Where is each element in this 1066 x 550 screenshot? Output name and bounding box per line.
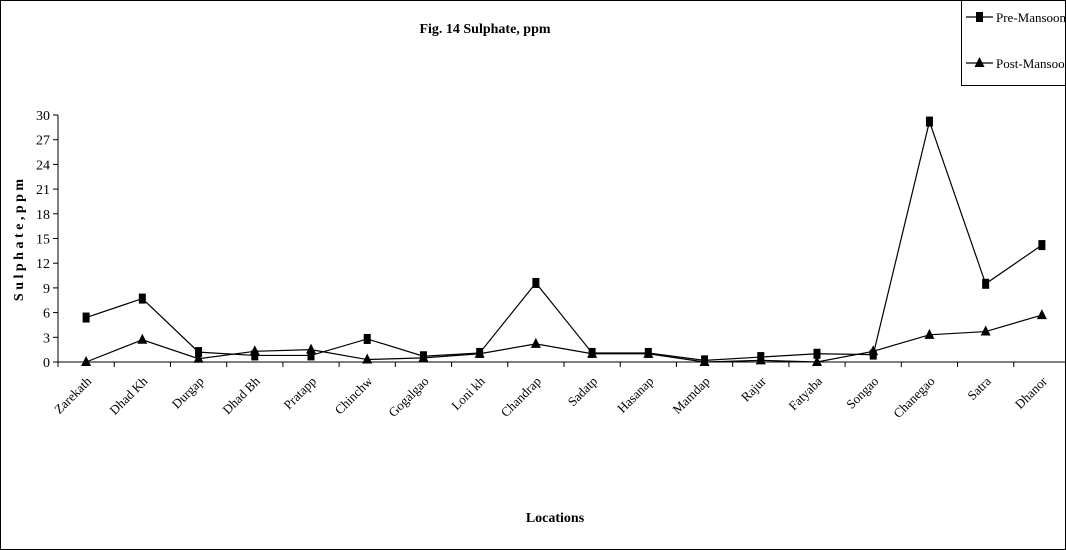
y-tick-label: 30	[36, 109, 50, 124]
y-tick-label: 15	[36, 233, 50, 248]
y-tick-label: 24	[36, 158, 50, 173]
y-tick-label: 6	[43, 307, 50, 322]
y-axis-label: S u l p h a t e , p p m	[12, 179, 27, 301]
data-point-2	[699, 356, 710, 366]
data-point-2	[755, 354, 766, 365]
data-point-2	[1036, 309, 1047, 320]
y-tick-label: 12	[36, 257, 50, 272]
data-point-2	[924, 328, 935, 339]
data-point-2	[362, 353, 373, 364]
data-point-2	[980, 325, 991, 336]
data-point-1	[363, 333, 371, 344]
data-point-2	[81, 356, 92, 366]
data-point-1	[307, 350, 315, 361]
y-tick-label: 18	[36, 208, 50, 223]
data-point-2	[474, 347, 485, 358]
data-point-2	[530, 337, 541, 348]
data-point-2	[868, 345, 879, 356]
data-point-2	[418, 351, 429, 362]
legend-marker	[976, 12, 983, 22]
data-point-2	[587, 347, 598, 358]
data-point-1	[195, 347, 203, 358]
data-point-2	[193, 352, 204, 363]
series-line-2	[85, 314, 1043, 363]
data-point-2	[137, 333, 148, 344]
y-tick-label: 0	[43, 356, 50, 371]
data-point-2	[249, 345, 260, 356]
legend-label: Post-Mansoon	[996, 56, 1066, 71]
legend-marker	[974, 57, 985, 67]
legend-label: Pre-Mansoon	[996, 10, 1066, 25]
y-tick-label: 21	[36, 183, 50, 198]
data-point-2	[643, 347, 654, 358]
y-tick-label: 27	[36, 134, 50, 149]
chart-title: Fig. 14 Sulphate, ppm	[419, 22, 550, 37]
y-tick-label: 9	[43, 282, 50, 297]
data-point-2	[306, 343, 316, 354]
data-point-1	[251, 350, 259, 361]
data-point-1	[982, 278, 990, 289]
legend: Pre-Mansoon Post-Mansoon	[961, 0, 1066, 86]
data-point-1	[82, 312, 90, 323]
data-point-1	[813, 348, 821, 359]
data-point-1	[138, 293, 146, 304]
data-point-1	[1038, 240, 1046, 251]
series-line-1	[85, 119, 1043, 361]
data-point-1	[532, 277, 540, 288]
y-tick-label: 3	[43, 331, 50, 346]
data-point-2	[812, 356, 822, 366]
data-point-1	[925, 116, 933, 127]
x-axis-label: Locations	[526, 511, 585, 526]
